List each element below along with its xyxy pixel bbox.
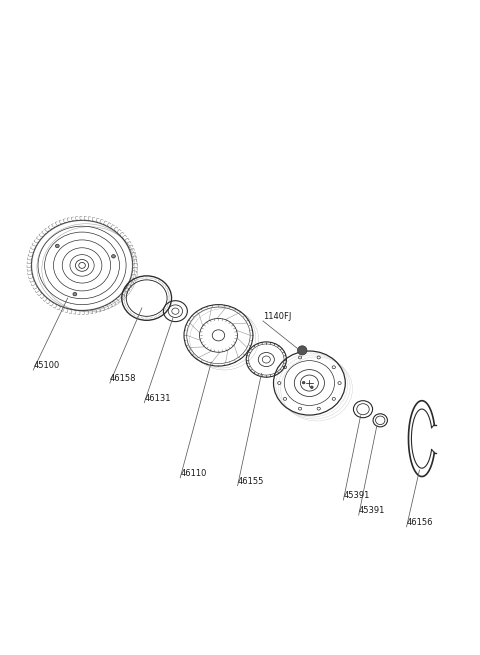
Text: 46158: 46158	[110, 374, 136, 383]
Ellipse shape	[73, 292, 77, 296]
Text: 46156: 46156	[407, 518, 433, 527]
Ellipse shape	[111, 255, 115, 258]
Text: 45100: 45100	[33, 361, 60, 370]
Ellipse shape	[311, 386, 313, 388]
Ellipse shape	[302, 381, 305, 384]
Text: 46131: 46131	[144, 394, 171, 403]
Text: 45391: 45391	[359, 506, 385, 515]
Ellipse shape	[55, 244, 59, 248]
Text: 46110: 46110	[180, 469, 206, 478]
Text: 45391: 45391	[343, 491, 370, 500]
Text: 1140FJ: 1140FJ	[263, 312, 291, 321]
Ellipse shape	[298, 346, 307, 355]
Text: 46155: 46155	[238, 477, 264, 485]
